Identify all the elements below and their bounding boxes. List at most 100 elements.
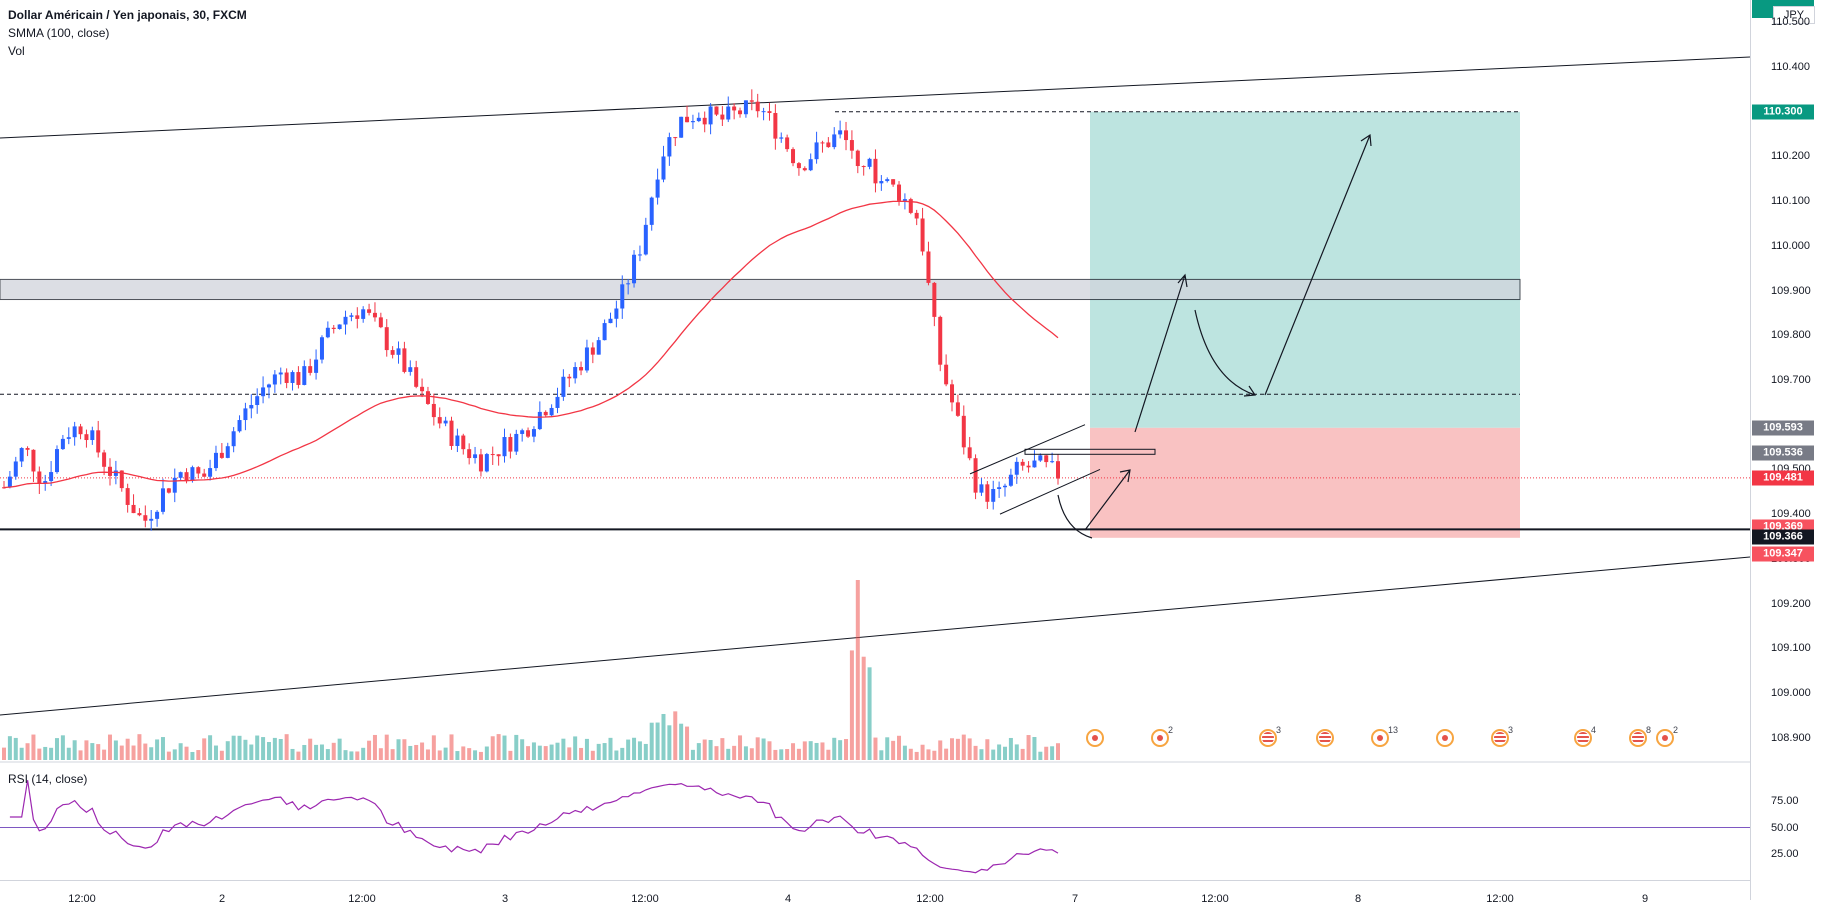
volume-bar	[838, 740, 843, 760]
candle-body	[414, 367, 419, 387]
resistance-zone[interactable]	[0, 278, 1521, 301]
breakout-box[interactable]	[1024, 448, 1156, 455]
economic-event-icon[interactable]: 3	[1259, 725, 1281, 747]
volume-bar	[979, 749, 984, 760]
currency-label[interactable]: JPY	[1773, 6, 1815, 24]
volume-bar	[314, 744, 319, 760]
arrow-up-2[interactable]	[1134, 273, 1188, 433]
economic-event-icon[interactable]: 4	[1574, 725, 1596, 747]
candle-body	[979, 484, 984, 493]
volume-bar	[590, 750, 595, 760]
candle-body	[25, 448, 30, 450]
volume-bar	[961, 734, 966, 760]
candle-body	[755, 101, 760, 112]
volume-bar	[502, 735, 507, 760]
volume-bar	[743, 746, 748, 760]
time-axis[interactable]	[0, 880, 1750, 921]
candle-body	[314, 359, 319, 373]
price-tick: 109.000	[1771, 686, 1811, 699]
volume-bar	[213, 745, 218, 760]
time-tick: 12:00	[631, 893, 659, 905]
price-tick: 109.400	[1771, 508, 1811, 521]
economic-event-icon[interactable]: 8	[1629, 725, 1651, 747]
candle-body	[920, 218, 925, 252]
volume-bar	[131, 745, 136, 760]
economic-event-icon[interactable]: 13	[1371, 725, 1398, 747]
candle-body	[266, 384, 271, 388]
candle-body	[367, 309, 372, 313]
arrow-dip[interactable]	[1057, 494, 1093, 539]
candle-body	[614, 308, 619, 319]
candle-body	[107, 466, 112, 476]
candle-body	[950, 384, 955, 403]
candle-body	[1056, 461, 1060, 479]
flag-lower-line[interactable]	[999, 468, 1101, 515]
volume-bar	[225, 741, 230, 760]
time-tick: 2	[218, 893, 226, 905]
candle-body	[849, 140, 854, 151]
candle-body	[131, 504, 136, 514]
candle-body	[467, 449, 472, 459]
volume-legend[interactable]: Vol	[8, 44, 25, 58]
volume-bar	[378, 748, 383, 760]
candle-body	[308, 366, 313, 373]
volume-bar	[973, 745, 978, 760]
smma-legend[interactable]: SMMA (100, close)	[8, 26, 110, 40]
candle-body	[596, 340, 601, 355]
candle-body	[54, 449, 59, 473]
volume-bar	[284, 734, 289, 760]
volume-bar	[614, 750, 619, 760]
economic-event-icon[interactable]	[1436, 729, 1454, 747]
economic-event-icon[interactable]: 2	[1151, 725, 1173, 747]
candle-body	[685, 116, 690, 123]
volume-bar	[160, 737, 165, 760]
candle-body	[202, 473, 207, 477]
economic-event-icon[interactable]	[1316, 729, 1334, 747]
volume-bar	[166, 751, 171, 760]
economic-event-icon[interactable]: 3	[1491, 725, 1513, 747]
price-tick: 109.700	[1771, 374, 1811, 386]
lower-channel-line[interactable]	[0, 556, 1751, 716]
price-tick: 110.000	[1771, 239, 1810, 252]
target-zone[interactable]	[1090, 111, 1520, 428]
candle-body	[620, 284, 625, 309]
candle-body	[78, 426, 83, 435]
stop-zone[interactable]	[1090, 427, 1520, 538]
candle-body	[255, 396, 260, 406]
volume-bar	[873, 737, 878, 760]
candle-body	[484, 454, 489, 472]
arrow-pullback[interactable]	[1194, 309, 1257, 397]
volume-bar	[119, 745, 124, 760]
flag-upper-line[interactable]	[969, 424, 1086, 475]
volume-bar	[596, 743, 601, 760]
economic-event-icon[interactable]	[1086, 729, 1104, 747]
candle-body	[938, 316, 943, 365]
candle-body	[761, 111, 766, 113]
volume-bar	[31, 734, 36, 760]
time-tick: 12:00	[916, 893, 944, 905]
volume-bar	[720, 738, 725, 760]
candle-body	[985, 484, 990, 502]
candle-body	[431, 403, 436, 418]
economic-event-icon[interactable]: 2	[1656, 725, 1678, 747]
candle-body	[261, 387, 266, 397]
volume-bar	[696, 743, 701, 760]
candle-body	[702, 117, 707, 125]
volume-bar	[584, 738, 589, 760]
candle-body	[632, 254, 637, 284]
volume-bar	[849, 650, 854, 760]
volume-bar	[7, 736, 12, 760]
volume-bar	[143, 743, 148, 760]
rsi-legend[interactable]: RSI (14, close)	[8, 772, 88, 786]
volume-bar	[37, 748, 42, 760]
candle-body	[738, 110, 743, 115]
arrow-up-1[interactable]	[1084, 469, 1131, 531]
candle-body	[272, 374, 277, 385]
volume-bar	[361, 747, 366, 760]
candle-body	[478, 454, 483, 472]
price-tick: 108.900	[1771, 731, 1811, 744]
upper-channel-line[interactable]	[0, 56, 1751, 139]
arrow-target[interactable]	[1264, 133, 1372, 396]
candle-body	[349, 315, 354, 317]
